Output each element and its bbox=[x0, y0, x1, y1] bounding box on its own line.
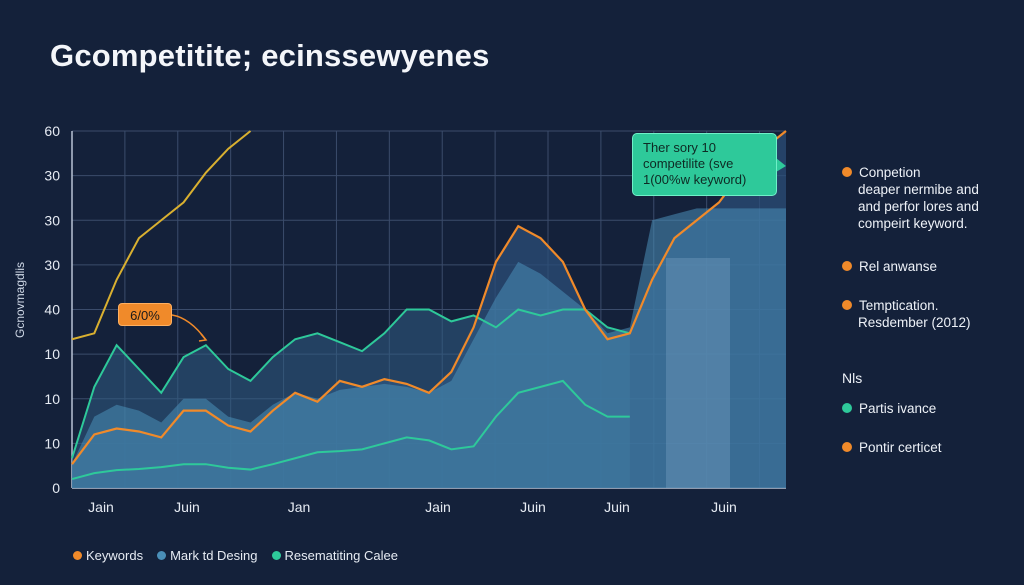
legend-bottom: Keywords Mark td Desing Resematiting Calee bbox=[73, 548, 412, 563]
line-teal-upper bbox=[71, 308, 631, 459]
y-tick-label: 10 bbox=[44, 391, 60, 407]
legend-right-sublabel: Resdember (2012) bbox=[858, 315, 971, 330]
legend-right-sublabel: compeirt keyword. bbox=[858, 216, 968, 231]
y-tick-label: 60 bbox=[44, 123, 60, 139]
legend-right-label: Rel anwanse bbox=[859, 259, 938, 274]
x-tick-label: Jain bbox=[88, 499, 114, 515]
y-axis-ticks: 0 10 10 10 40 30 30 30 60 bbox=[44, 123, 60, 496]
legend-bottom-item: Resematiting Calee bbox=[271, 548, 398, 563]
callout-orange-arrow bbox=[171, 314, 207, 341]
callout-teal-pointer bbox=[776, 158, 786, 172]
y-tick-label: 40 bbox=[44, 302, 60, 318]
x-tick-label: Juin bbox=[520, 499, 546, 515]
legend-right-label: Pontir certicet bbox=[859, 440, 942, 455]
callout-teal-line: competilite (sve bbox=[643, 156, 734, 171]
chart-title: Gcompetitite; ecinssewyenes bbox=[50, 38, 490, 73]
callout-teal: Ther sory 10 competilite (sve 1(00%w key… bbox=[632, 133, 777, 196]
legend-dot-icon bbox=[842, 261, 852, 272]
area-market-design bbox=[72, 208, 786, 488]
callout-teal-line: 1(00%w keyword) bbox=[643, 172, 747, 187]
x-tick-label: Juin bbox=[711, 499, 737, 515]
legend-dot-icon bbox=[842, 403, 852, 414]
callout-orange: 6/0% bbox=[118, 303, 172, 326]
x-tick-label: Juin bbox=[604, 499, 630, 515]
legend-bottom-label: Mark td Desing bbox=[170, 548, 258, 563]
legend-dot-icon bbox=[73, 551, 82, 561]
x-tick-label: Jan bbox=[288, 499, 311, 515]
legend-right-label: Conpetion bbox=[859, 165, 921, 180]
legend-right-item: Rel anwanse bbox=[842, 258, 1017, 275]
y-tick-label: 30 bbox=[44, 212, 60, 228]
y-axis-label: Gcnovmagdlis bbox=[13, 262, 27, 338]
x-tick-label: Jain bbox=[425, 499, 451, 515]
legend-right-heading: Nls bbox=[842, 370, 863, 386]
highlight-band bbox=[666, 258, 730, 488]
legend-bottom-item: Keywords bbox=[73, 548, 143, 563]
legend-bottom-label: Keywords bbox=[86, 548, 144, 563]
legend-right-item: Pontir certicet bbox=[842, 439, 1017, 456]
line-keywords-tail bbox=[71, 130, 252, 341]
legend-dot-icon bbox=[271, 551, 281, 561]
y-tick-label: 0 bbox=[52, 480, 60, 496]
y-tick-label: 30 bbox=[44, 257, 60, 273]
chart-areas bbox=[72, 131, 786, 488]
legend-right-label: Temptication. bbox=[859, 298, 939, 313]
legend-bottom-item: Mark td Desing bbox=[157, 548, 258, 563]
legend-bottom-label: Resematiting Calee bbox=[284, 548, 398, 563]
y-tick-label: 10 bbox=[44, 346, 60, 362]
line-resematiting bbox=[71, 379, 630, 481]
legend-right-sublabel: deaper nermibe and bbox=[858, 182, 979, 197]
legend-right-item: Conpetion deaper nermibe and and perfor lo… bbox=[842, 164, 1017, 232]
legend-right-item: Temptication. Resdember (2012) bbox=[842, 297, 1017, 331]
legend-dot-icon bbox=[842, 300, 852, 311]
legend-dot-icon bbox=[842, 442, 852, 453]
chart-lines bbox=[71, 130, 787, 481]
legend-dot-icon bbox=[157, 551, 167, 561]
y-tick-label: 10 bbox=[44, 435, 60, 451]
line-keywords bbox=[71, 130, 787, 465]
x-axis-ticks: Jain Juin Jan Jain Juin Juin Juin bbox=[88, 499, 737, 515]
callout-arrows bbox=[171, 158, 786, 342]
legend-right-item: Partis ivance bbox=[842, 400, 1017, 417]
callout-teal-line: Ther sory 10 bbox=[643, 140, 716, 155]
legend-right-sublabel: and perfor lores and bbox=[858, 199, 979, 214]
y-tick-label: 30 bbox=[44, 168, 60, 184]
callout-orange-arrowhead bbox=[198, 333, 208, 342]
legend-right-label: Partis ivance bbox=[859, 401, 937, 416]
legend-dot-icon bbox=[842, 167, 852, 178]
x-tick-label: Juin bbox=[174, 499, 200, 515]
